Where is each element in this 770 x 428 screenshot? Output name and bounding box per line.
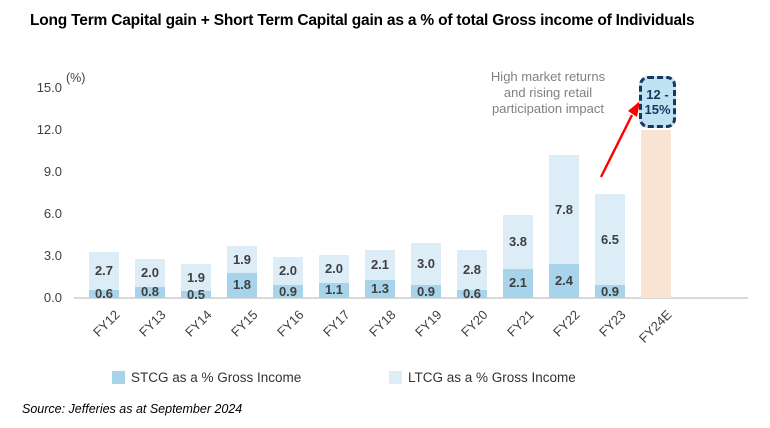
ltcg-value-label: 2.0 xyxy=(324,260,344,276)
y-tick-label: 15.0 xyxy=(36,80,62,95)
ltcg-value-label: 2.7 xyxy=(94,262,114,278)
bar-segment-ltcg xyxy=(595,194,625,286)
stcg-legend-swatch xyxy=(112,371,125,384)
bar-segment-stcg xyxy=(181,291,211,298)
y-tick-label: 9.0 xyxy=(43,164,62,179)
bar-segment-ltcg xyxy=(365,250,395,280)
annotation-line: High market returns xyxy=(490,69,606,84)
bar-segment-stcg xyxy=(227,272,257,298)
ltcg-value-label: 2.0 xyxy=(278,263,298,279)
bar-forecast xyxy=(641,130,671,298)
annotation-line: participation impact xyxy=(492,101,604,116)
bar-segment-ltcg xyxy=(135,258,165,287)
legend: STCG as a % Gross Income LTCG as a % Gro… xyxy=(0,370,770,390)
legend-item-stcg: STCG as a % Gross Income xyxy=(112,370,301,385)
bar-segment-ltcg xyxy=(89,251,119,290)
ltcg-value-label: 6.5 xyxy=(600,231,620,247)
ltcg-value-label: 3.0 xyxy=(416,256,436,272)
legend-item-ltcg: LTCG as a % Gross Income xyxy=(389,370,576,385)
stcg-value-label: 1.1 xyxy=(324,282,344,298)
forecast-callout-box: 12 - 15% xyxy=(639,76,676,128)
bar-segment-stcg xyxy=(503,268,533,298)
ltcg-value-label: 1.9 xyxy=(186,269,206,285)
stcg-value-label: 0.9 xyxy=(278,283,298,299)
bar-segment-ltcg xyxy=(411,243,441,286)
forecast-callout-line2: 15% xyxy=(644,102,671,117)
y-axis-unit-label: (%) xyxy=(66,71,86,85)
bar-segment-stcg xyxy=(89,289,119,298)
stcg-value-label: 2.1 xyxy=(508,275,528,291)
ltcg-value-label: 2.0 xyxy=(140,264,160,280)
bar-segment-stcg xyxy=(457,289,487,298)
bar-segment-ltcg xyxy=(319,254,349,283)
bar-segment-ltcg xyxy=(457,250,487,290)
bar-segment-stcg xyxy=(135,286,165,298)
stcg-value-label: 0.8 xyxy=(140,284,160,300)
source-note: Source: Jefferies as at September 2024 xyxy=(22,402,243,416)
bar-segment-ltcg xyxy=(503,215,533,269)
ltcg-legend-swatch xyxy=(389,371,402,384)
annotation-text: High market returns and rising retail pa… xyxy=(452,69,644,117)
y-tick-label: 6.0 xyxy=(43,206,62,221)
y-tick-label: 3.0 xyxy=(43,248,62,263)
bar-segment-stcg xyxy=(273,285,303,298)
annotation-line: and rising retail xyxy=(503,85,593,100)
chart-title: Long Term Capital gain + Short Term Capi… xyxy=(30,12,695,29)
stcg-value-label: 0.6 xyxy=(94,285,114,301)
stcg-value-label: 0.5 xyxy=(186,286,206,302)
bar-segment-stcg xyxy=(595,285,625,298)
y-tick-label: 0.0 xyxy=(43,290,62,305)
ltcg-value-label: 2.8 xyxy=(462,262,482,277)
stcg-legend-label: STCG as a % Gross Income xyxy=(131,370,302,385)
bar-segment-stcg xyxy=(411,285,441,298)
forecast-callout-line1: 12 - xyxy=(646,87,669,102)
ltcg-legend-label: LTCG as a % Gross Income xyxy=(408,370,576,385)
y-tick-label: 12.0 xyxy=(36,122,62,137)
bar-segment-ltcg xyxy=(549,155,579,265)
bar-segment-ltcg xyxy=(181,264,211,291)
bar-segment-stcg xyxy=(365,279,395,298)
stcg-value-label: 1.3 xyxy=(370,280,390,296)
ltcg-value-label: 2.1 xyxy=(370,257,390,273)
stcg-value-label: 2.4 xyxy=(554,273,574,289)
stcg-value-label: 0.9 xyxy=(600,283,620,299)
ltcg-value-label: 7.8 xyxy=(554,201,574,217)
bar-segment-ltcg xyxy=(227,246,257,273)
ltcg-value-label: 3.8 xyxy=(508,234,528,249)
bar-segment-stcg xyxy=(319,282,349,298)
ltcg-value-label: 1.9 xyxy=(232,251,252,267)
stcg-value-label: 1.8 xyxy=(232,277,252,293)
stcg-value-label: 0.6 xyxy=(462,285,482,301)
stcg-value-label: 0.9 xyxy=(416,283,436,299)
bar-segment-ltcg xyxy=(273,257,303,286)
bar-segment-stcg xyxy=(549,264,579,298)
